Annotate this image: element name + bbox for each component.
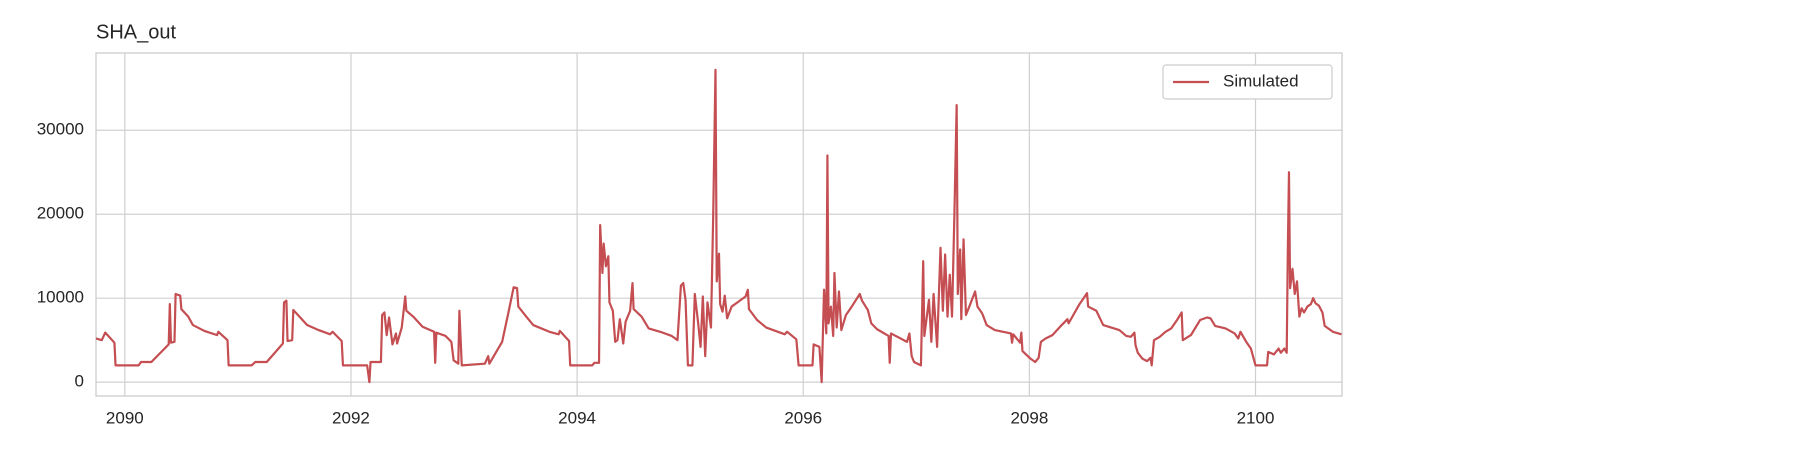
- x-tick-label: 2094: [558, 408, 596, 427]
- plot-frame: [95, 52, 1343, 397]
- x-tick-label: 2092: [332, 408, 370, 427]
- y-tick-label: 20000: [37, 204, 84, 223]
- y-tick-label: 30000: [37, 120, 84, 139]
- x-tick-label: 2096: [784, 408, 822, 427]
- chart-title: SHA_out: [96, 21, 176, 43]
- x-tick-label: 2090: [106, 408, 144, 427]
- x-tick-label: 2098: [1010, 408, 1048, 427]
- legend-label: Simulated: [1223, 71, 1299, 90]
- x-tick-label: 2100: [1237, 408, 1275, 427]
- data-line: [95, 68, 1342, 384]
- y-tick-label: 0: [75, 372, 84, 391]
- y-tick-label: 10000: [37, 288, 84, 307]
- legend-box: [1162, 64, 1333, 100]
- legend: Simulated: [1162, 64, 1333, 100]
